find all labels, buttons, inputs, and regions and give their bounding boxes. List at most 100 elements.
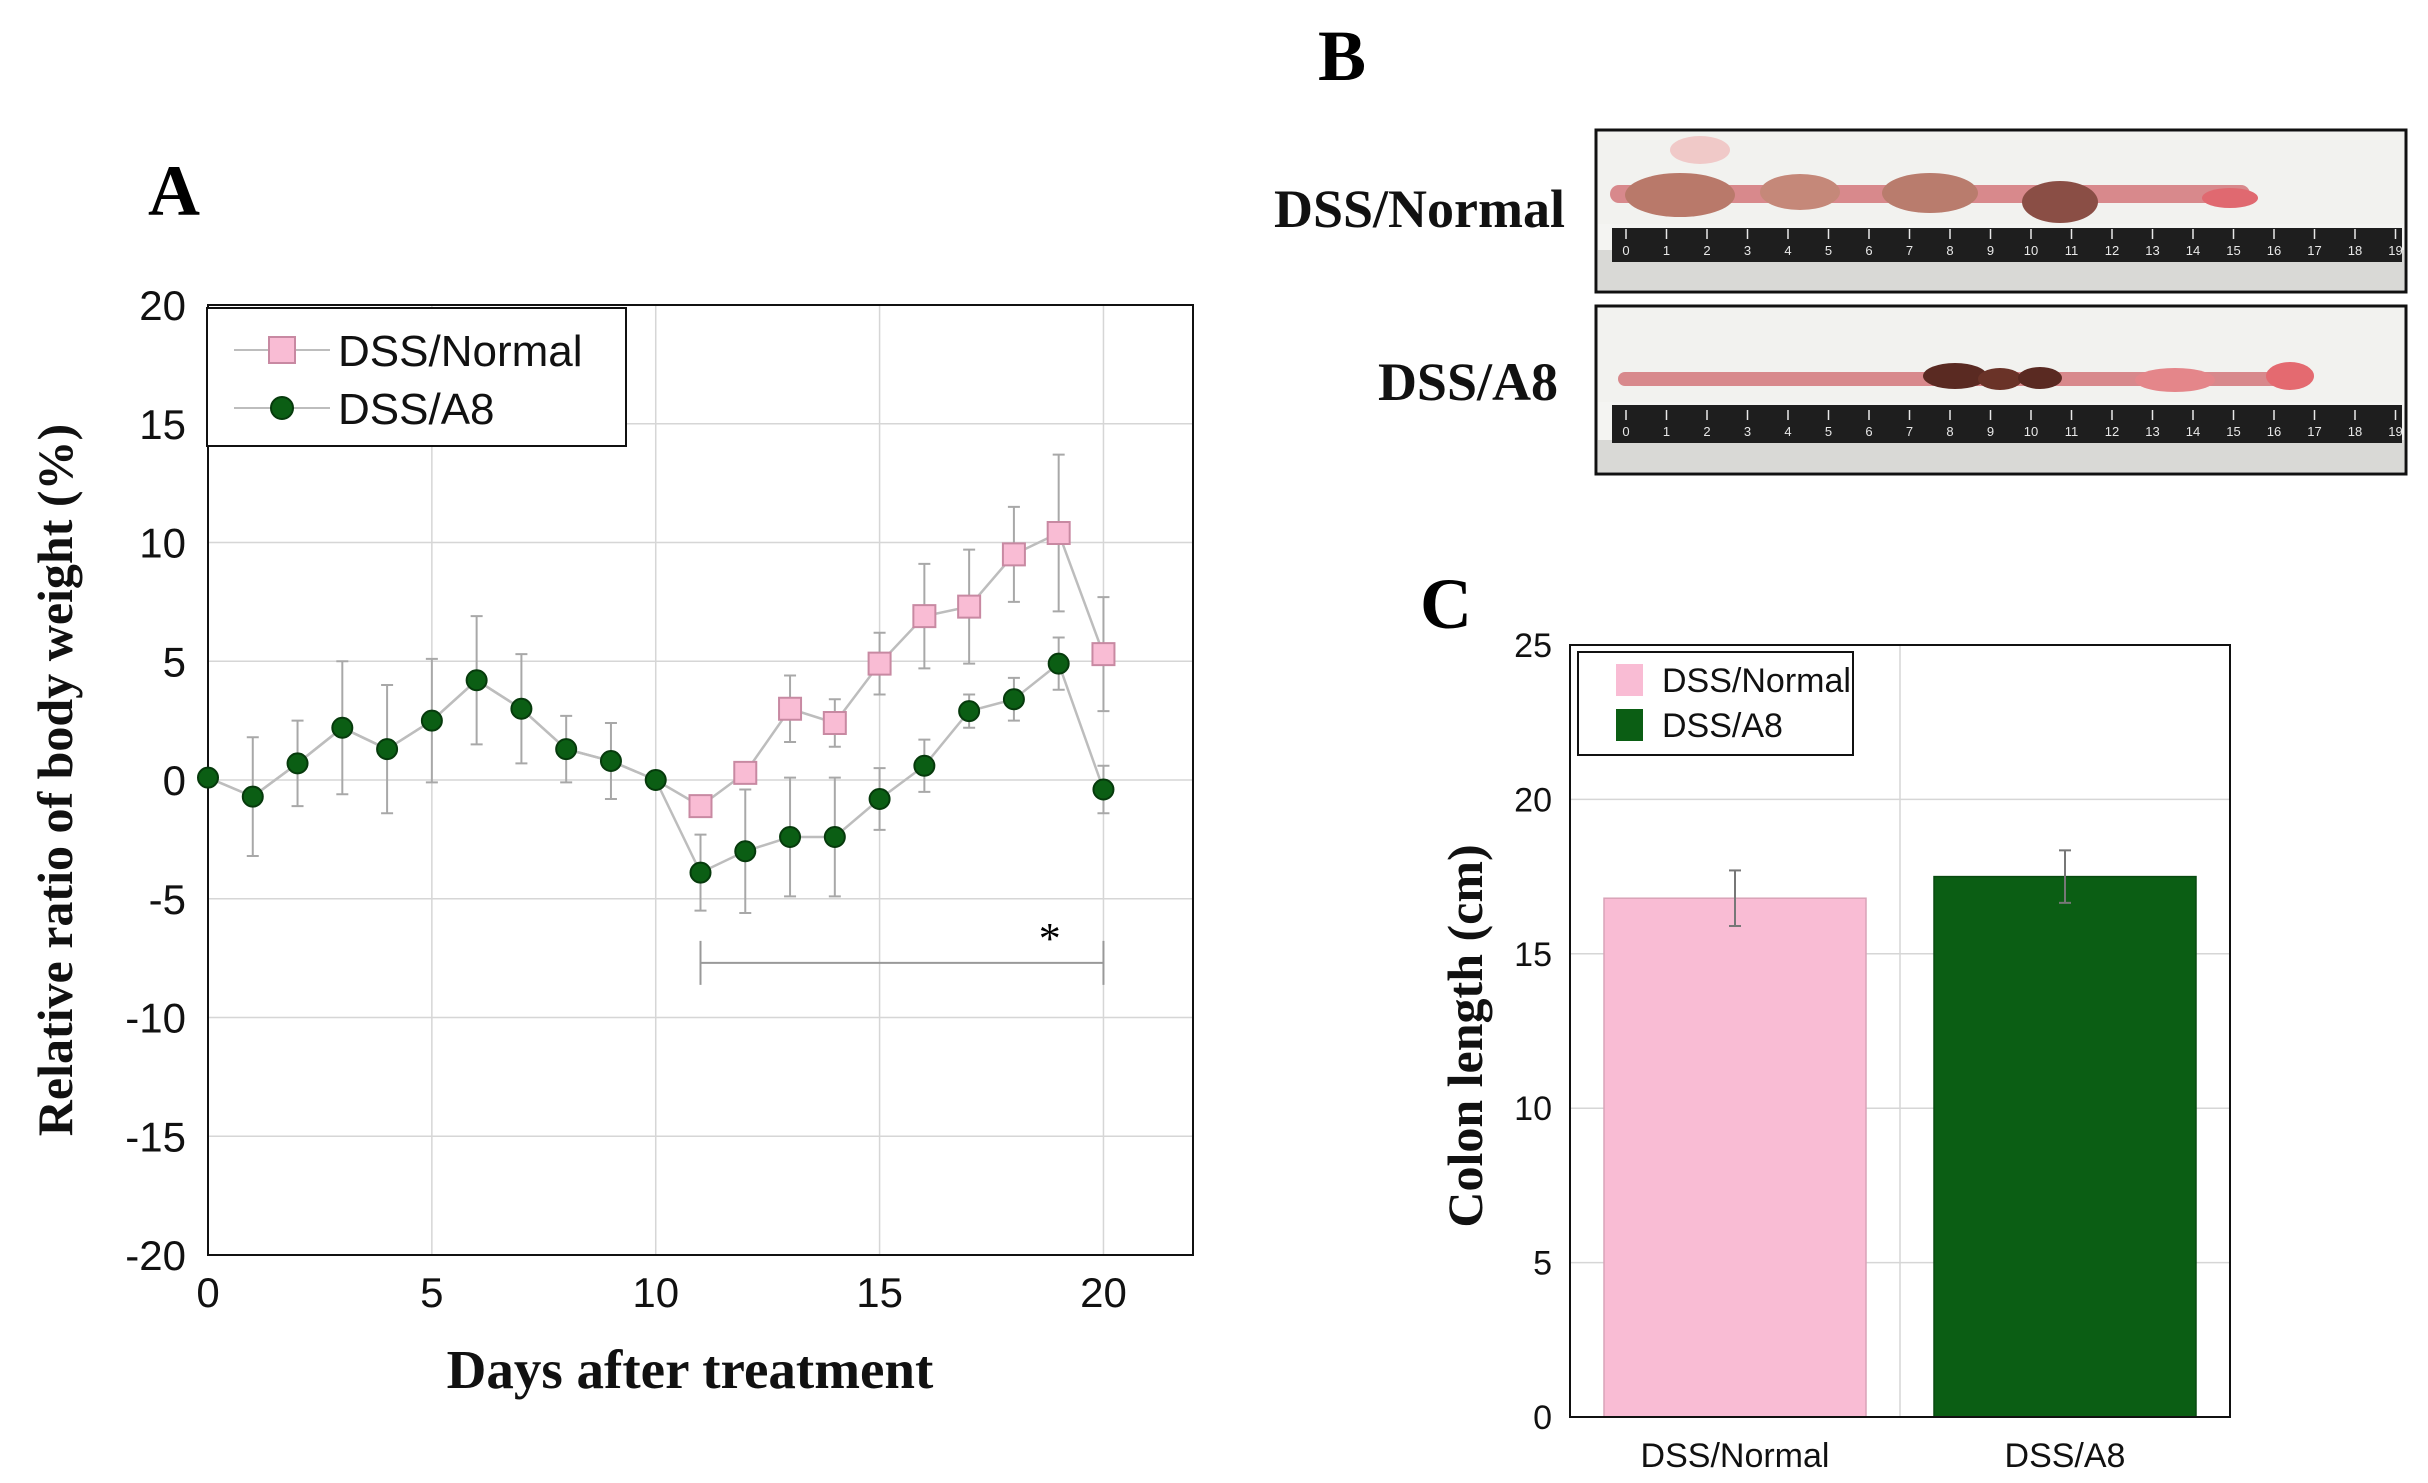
ruler-number: 9 <box>1987 424 1994 439</box>
ruler-number: 18 <box>2348 424 2362 439</box>
significance-bracket: * <box>699 914 1105 985</box>
ruler-number: 8 <box>1946 243 1953 258</box>
y-tick-label: 0 <box>1533 1399 1552 1437</box>
ruler-number: 19 <box>2388 243 2402 258</box>
legend-label-a8: DSS/A8 <box>338 385 495 434</box>
ruler-number: 4 <box>1784 424 1791 439</box>
data-point-a8 <box>420 709 443 732</box>
colon-length-bar-chart: 25 20 15 10 5 0 DSS/Normal DSS/A8 DSS/Normal D… <box>1437 627 2231 1475</box>
data-point-a8 <box>689 861 712 884</box>
y-tick-label: 0 <box>163 757 186 804</box>
ruler-number: 15 <box>2226 243 2240 258</box>
data-point-normal <box>1001 542 1026 567</box>
legend-c-label-normal: DSS/Normal <box>1662 662 1851 700</box>
ruler-number: 10 <box>2024 243 2038 258</box>
ruler-number: 9 <box>1987 243 1994 258</box>
data-point-a8 <box>779 826 802 848</box>
ruler-number: 16 <box>2267 243 2281 258</box>
ruler-number: 2 <box>1703 424 1710 439</box>
legend-square-marker <box>268 336 296 364</box>
bar-dss-a8 <box>1933 875 2197 1418</box>
chart-a-series <box>197 453 1116 914</box>
x-tick-label: 20 <box>1080 1269 1127 1316</box>
x-tick-label: DSS/Normal <box>1641 1437 1830 1475</box>
body-weight-line-chart: 20 15 10 5 0 -5 -10 -15 -20 0 5 10 15 20 * DSS/Norma… <box>27 282 1194 1400</box>
ruler-number: 18 <box>2348 243 2362 258</box>
y-tick-label: 10 <box>1514 1090 1552 1128</box>
data-point-normal <box>867 651 892 676</box>
data-point-a8 <box>1047 652 1070 675</box>
x-tick-label: 15 <box>856 1269 903 1316</box>
ruler-number: 10 <box>2024 424 2038 439</box>
data-point-a8 <box>823 826 846 848</box>
chart-c-y-axis-title: Colon length (cm) <box>1437 844 1493 1227</box>
y-tick-label: -5 <box>149 876 186 923</box>
ruler-number: 5 <box>1825 424 1832 439</box>
data-point-normal <box>778 696 803 721</box>
significance-star: * <box>1039 914 1061 963</box>
ruler-number: 7 <box>1906 243 1913 258</box>
y-tick-label: -20 <box>125 1232 186 1279</box>
data-point-a8 <box>599 750 622 772</box>
data-point-a8 <box>510 697 533 720</box>
ruler-number: 8 <box>1946 424 1953 439</box>
data-point-a8 <box>958 700 981 723</box>
ruler-number: 6 <box>1865 424 1872 439</box>
data-point-a8 <box>555 738 578 761</box>
data-point-a8 <box>734 840 757 863</box>
legend-swatch-a8 <box>1616 709 1643 741</box>
panel-label-c: C <box>1420 564 1472 644</box>
ruler-number: 17 <box>2307 243 2321 258</box>
chart-c-legend: DSS/Normal DSS/A8 <box>1577 651 1854 756</box>
data-point-a8 <box>376 738 399 761</box>
y-tick-label: 20 <box>1514 781 1552 819</box>
ruler-number: 13 <box>2145 243 2159 258</box>
chart-c-bars <box>1603 849 2197 1418</box>
ruler-number: 4 <box>1784 243 1791 258</box>
x-tick-label: 5 <box>420 1269 443 1316</box>
y-tick-label: 10 <box>139 520 186 567</box>
y-tick-label: 20 <box>139 282 186 329</box>
colon-tissue-a8 <box>1618 362 2314 392</box>
colon-photographs: DSS/Normal DSS/A8 0 1 2 3 4 5 6 7 8 9 10 11 12 13 14 15… <box>1274 128 2408 476</box>
y-tick-label: -10 <box>125 995 186 1042</box>
data-point-normal <box>912 604 937 629</box>
y-tick-label: 25 <box>1514 627 1552 665</box>
ruler-number: 7 <box>1906 424 1913 439</box>
data-point-normal <box>957 594 982 619</box>
chart-a-gridlines <box>208 305 1193 1255</box>
colon-photo-normal: 0 1 2 3 4 5 6 7 8 9 10 11 12 13 14 15 16 17 18 19 <box>1594 128 2408 294</box>
chart-c-frame <box>1569 644 2231 1418</box>
data-point-a8 <box>465 669 488 692</box>
ruler-numbers-normal: 0 1 2 3 4 5 6 7 8 9 10 11 12 13 14 15 16 17 18 19 <box>1622 229 2403 258</box>
data-point-a8 <box>868 788 891 810</box>
chart-a-legend-box <box>206 307 627 447</box>
data-point-normal <box>733 760 758 785</box>
data-point-a8 <box>197 766 219 789</box>
ruler-number: 17 <box>2307 424 2321 439</box>
ruler-number: 2 <box>1703 243 1710 258</box>
photo-label-a8: DSS/A8 <box>1378 352 1558 412</box>
chart-a-x-axis-title: Days after treatment <box>447 1339 934 1400</box>
chart-c-x-tick-labels: DSS/Normal DSS/A8 <box>1641 1437 2126 1475</box>
photo-label-normal: DSS/Normal <box>1274 179 1565 239</box>
x-tick-label: DSS/A8 <box>2005 1437 2126 1475</box>
ruler-number: 15 <box>2226 424 2240 439</box>
bar-dss-normal <box>1603 897 1867 1418</box>
legend-c-label-a8: DSS/A8 <box>1662 707 1783 745</box>
chart-a-legend: DSS/Normal DSS/A8 <box>206 307 627 447</box>
x-tick-label: 0 <box>196 1269 219 1316</box>
data-point-a8 <box>644 769 667 791</box>
y-tick-label: 5 <box>163 638 186 685</box>
data-point-a8 <box>331 716 354 739</box>
chart-c-y-tick-labels: 25 20 15 10 5 0 <box>1514 627 1552 1437</box>
photo-ruler-base-a8 <box>1598 440 2404 472</box>
data-point-normal <box>1091 642 1116 667</box>
chart-a-x-tick-labels: 0 5 10 15 20 <box>196 1269 1126 1316</box>
ruler-number: 13 <box>2145 424 2159 439</box>
legend-circle-marker <box>270 396 294 420</box>
y-tick-label: -15 <box>125 1113 186 1160</box>
x-tick-label: 10 <box>632 1269 679 1316</box>
legend-swatch-normal <box>1616 664 1643 696</box>
